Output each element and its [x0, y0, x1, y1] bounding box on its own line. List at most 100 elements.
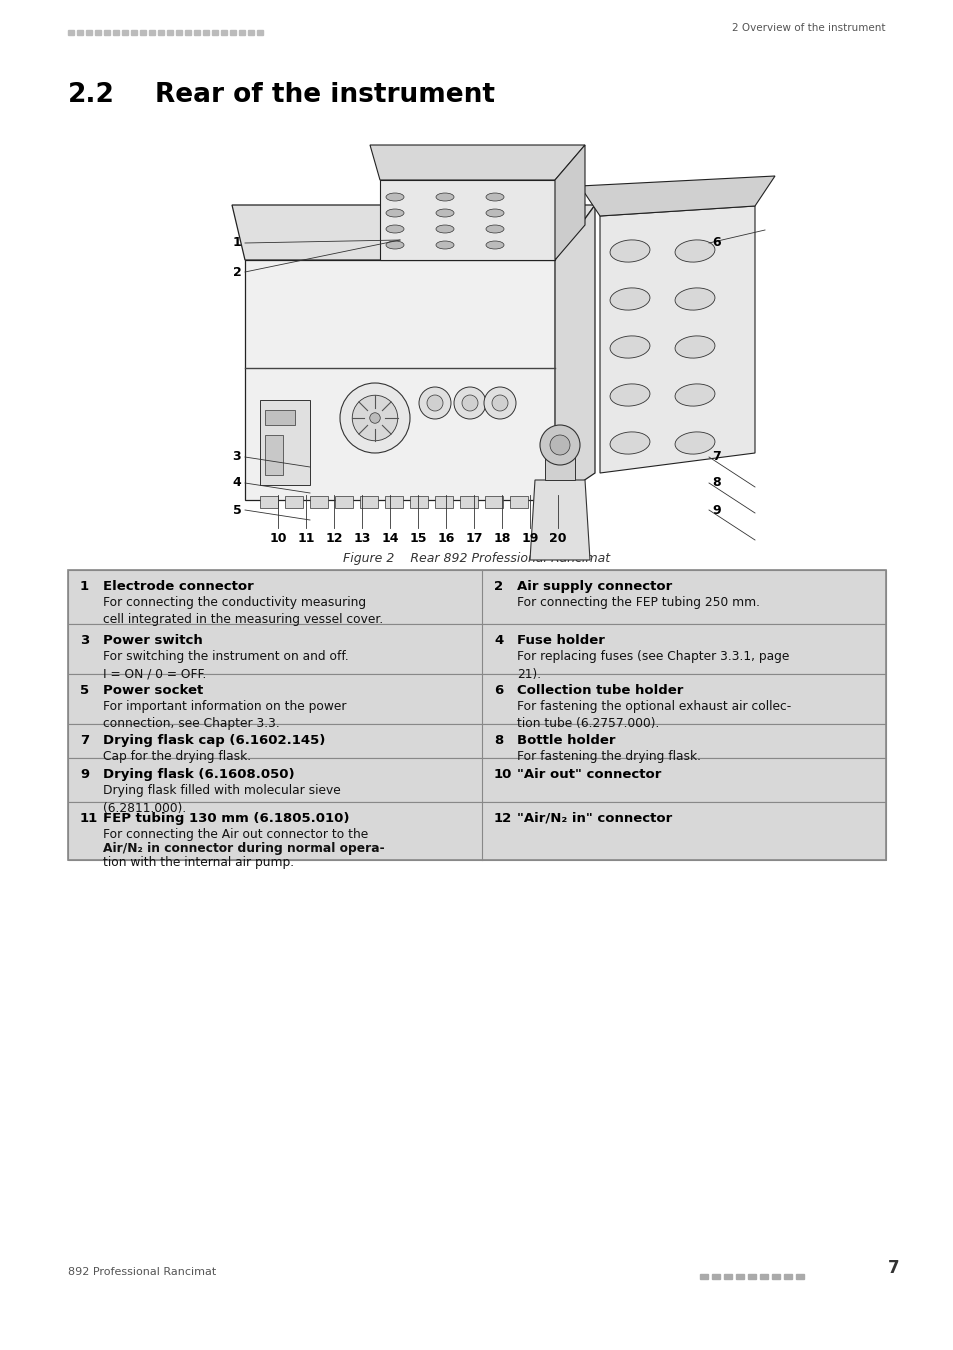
- Text: Cap for the drying flask.: Cap for the drying flask.: [103, 749, 251, 763]
- Text: 15: 15: [409, 532, 426, 544]
- Text: For replacing fuses (see Chapter 3.3.1, page
21).: For replacing fuses (see Chapter 3.3.1, …: [517, 651, 788, 680]
- Text: For important information on the power
connection, see Chapter 3.3.: For important information on the power c…: [103, 699, 346, 730]
- Text: 2: 2: [233, 266, 241, 278]
- Bar: [771, 1274, 780, 1278]
- Ellipse shape: [609, 240, 649, 262]
- Circle shape: [418, 387, 451, 418]
- Polygon shape: [555, 205, 595, 500]
- Bar: [112, 30, 119, 35]
- Text: Power socket: Power socket: [103, 684, 203, 697]
- Text: 17: 17: [465, 532, 482, 544]
- Text: Power switch: Power switch: [103, 634, 203, 647]
- Text: 12: 12: [325, 532, 342, 544]
- Polygon shape: [555, 144, 584, 261]
- Text: 10: 10: [269, 532, 287, 544]
- Bar: [760, 1274, 767, 1278]
- Ellipse shape: [386, 193, 403, 201]
- Bar: [167, 30, 172, 35]
- Text: Air supply connector: Air supply connector: [517, 580, 672, 593]
- Bar: [68, 759, 885, 802]
- Text: Fuse holder: Fuse holder: [517, 634, 604, 647]
- Text: FEP tubing 130 mm (6.1805.010): FEP tubing 130 mm (6.1805.010): [103, 811, 349, 825]
- Polygon shape: [599, 207, 754, 472]
- Bar: [256, 30, 263, 35]
- Text: Collection tube holder: Collection tube holder: [517, 684, 682, 697]
- Text: 6: 6: [494, 684, 503, 697]
- Bar: [131, 30, 137, 35]
- Bar: [265, 435, 283, 475]
- Ellipse shape: [386, 209, 403, 217]
- Bar: [140, 30, 146, 35]
- Text: 16: 16: [436, 532, 455, 544]
- Ellipse shape: [675, 432, 714, 454]
- Text: 14: 14: [381, 532, 398, 544]
- Bar: [385, 495, 402, 508]
- Ellipse shape: [609, 288, 649, 311]
- Text: For fastening the drying flask.: For fastening the drying flask.: [517, 749, 700, 763]
- Text: 11: 11: [80, 811, 98, 825]
- Bar: [221, 30, 227, 35]
- Text: Drying flask filled with molecular sieve
(6.2811.000).: Drying flask filled with molecular sieve…: [103, 784, 340, 815]
- Polygon shape: [370, 144, 584, 180]
- Bar: [193, 30, 200, 35]
- Bar: [68, 624, 885, 674]
- Polygon shape: [530, 481, 589, 560]
- Bar: [795, 1274, 803, 1278]
- Bar: [359, 495, 377, 508]
- Bar: [86, 30, 91, 35]
- Bar: [335, 495, 353, 508]
- Bar: [68, 724, 885, 759]
- Text: 5: 5: [80, 684, 89, 697]
- Text: 5: 5: [233, 504, 241, 517]
- Bar: [68, 570, 885, 860]
- Circle shape: [370, 413, 380, 424]
- Bar: [212, 30, 218, 35]
- Ellipse shape: [436, 193, 454, 201]
- Text: "Air out" connector: "Air out" connector: [517, 768, 660, 782]
- Text: 19: 19: [520, 532, 538, 544]
- Text: 6: 6: [712, 236, 720, 250]
- Circle shape: [339, 383, 410, 454]
- Text: 1: 1: [233, 236, 241, 250]
- Text: Air/N₂ in connector during normal opera-: Air/N₂ in connector during normal opera-: [103, 841, 384, 855]
- Ellipse shape: [436, 209, 454, 217]
- Bar: [122, 30, 128, 35]
- Bar: [203, 30, 209, 35]
- Bar: [260, 495, 277, 508]
- Text: 892 Professional Rancimat: 892 Professional Rancimat: [68, 1268, 216, 1277]
- Bar: [185, 30, 191, 35]
- Bar: [77, 30, 83, 35]
- Ellipse shape: [485, 225, 503, 234]
- Text: 13: 13: [353, 532, 371, 544]
- Text: 2: 2: [494, 580, 502, 593]
- Polygon shape: [232, 205, 595, 261]
- Text: Electrode connector: Electrode connector: [103, 580, 253, 593]
- Ellipse shape: [485, 209, 503, 217]
- Text: 2 Overview of the instrument: 2 Overview of the instrument: [732, 23, 885, 32]
- Text: Drying flask (6.1608.050): Drying flask (6.1608.050): [103, 768, 294, 782]
- Text: For switching the instrument on and off.
I = ON / 0 = OFF.: For switching the instrument on and off.…: [103, 651, 349, 680]
- Ellipse shape: [675, 336, 714, 358]
- Ellipse shape: [675, 288, 714, 311]
- Ellipse shape: [609, 432, 649, 454]
- Text: 20: 20: [549, 532, 566, 544]
- Polygon shape: [245, 261, 555, 500]
- Text: For connecting the conductivity measuring
cell integrated in the measuring vesse: For connecting the conductivity measurin…: [103, 595, 383, 626]
- Ellipse shape: [436, 242, 454, 248]
- Text: Figure 2    Rear 892 Professional Rancimat: Figure 2 Rear 892 Professional Rancimat: [343, 552, 610, 566]
- Text: Drying flask cap (6.1602.145): Drying flask cap (6.1602.145): [103, 733, 325, 747]
- Ellipse shape: [609, 383, 649, 406]
- Text: For fastening the optional exhaust air collec-
tion tube (6.2757.000).: For fastening the optional exhaust air c…: [517, 699, 790, 730]
- Circle shape: [492, 396, 507, 410]
- Circle shape: [539, 425, 579, 464]
- Bar: [735, 1274, 743, 1278]
- Text: 7: 7: [712, 451, 720, 463]
- Bar: [535, 495, 553, 508]
- Bar: [459, 495, 477, 508]
- Bar: [175, 30, 182, 35]
- Bar: [747, 1274, 755, 1278]
- Text: 3: 3: [233, 451, 241, 463]
- Text: 3: 3: [80, 634, 90, 647]
- Bar: [68, 570, 885, 624]
- Circle shape: [427, 396, 442, 410]
